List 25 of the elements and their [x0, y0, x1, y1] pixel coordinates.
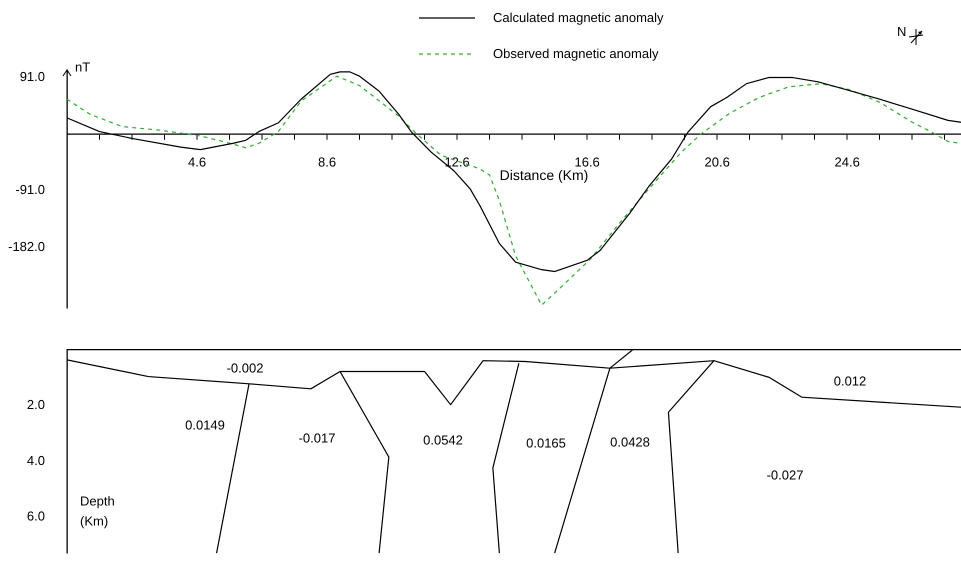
x-tick-label: 4.6: [188, 154, 206, 170]
x-tick-label: 16.6: [574, 154, 600, 170]
y-tick-label: -182.0: [8, 238, 45, 254]
annotation: -0.017: [298, 430, 336, 446]
y-tick-label: 4.0: [26, 452, 45, 468]
legend-label: Observed magnetic anomaly: [493, 46, 658, 61]
annotation: 0.012: [834, 373, 866, 388]
x-tick-label: 8.6: [318, 154, 336, 170]
y-tick-label: -91.0: [15, 182, 45, 198]
annotation: 0.0542: [423, 432, 463, 448]
annotation: 0.0165: [526, 435, 566, 450]
annotation: -0.002: [226, 360, 264, 376]
x-tick-label: 20.6: [704, 154, 730, 170]
annotation: -0.027: [766, 467, 804, 482]
y-tick-label: 6.0: [26, 508, 45, 524]
x-axis-title: Distance (Km): [500, 166, 588, 183]
x-tick-label: 24.6: [834, 154, 860, 170]
legend-label: Calculated magnetic anomaly: [493, 10, 664, 25]
y-tick-label: 2.0: [26, 397, 45, 412]
annotation: 0.0428: [610, 434, 650, 450]
y-axis-title: nT: [75, 60, 90, 75]
y-axis-title: Depth (Km): [80, 493, 115, 528]
y-tick-label: 91.0: [20, 69, 45, 84]
text: N: [897, 24, 906, 39]
annotation: 0.0149: [185, 417, 225, 432]
